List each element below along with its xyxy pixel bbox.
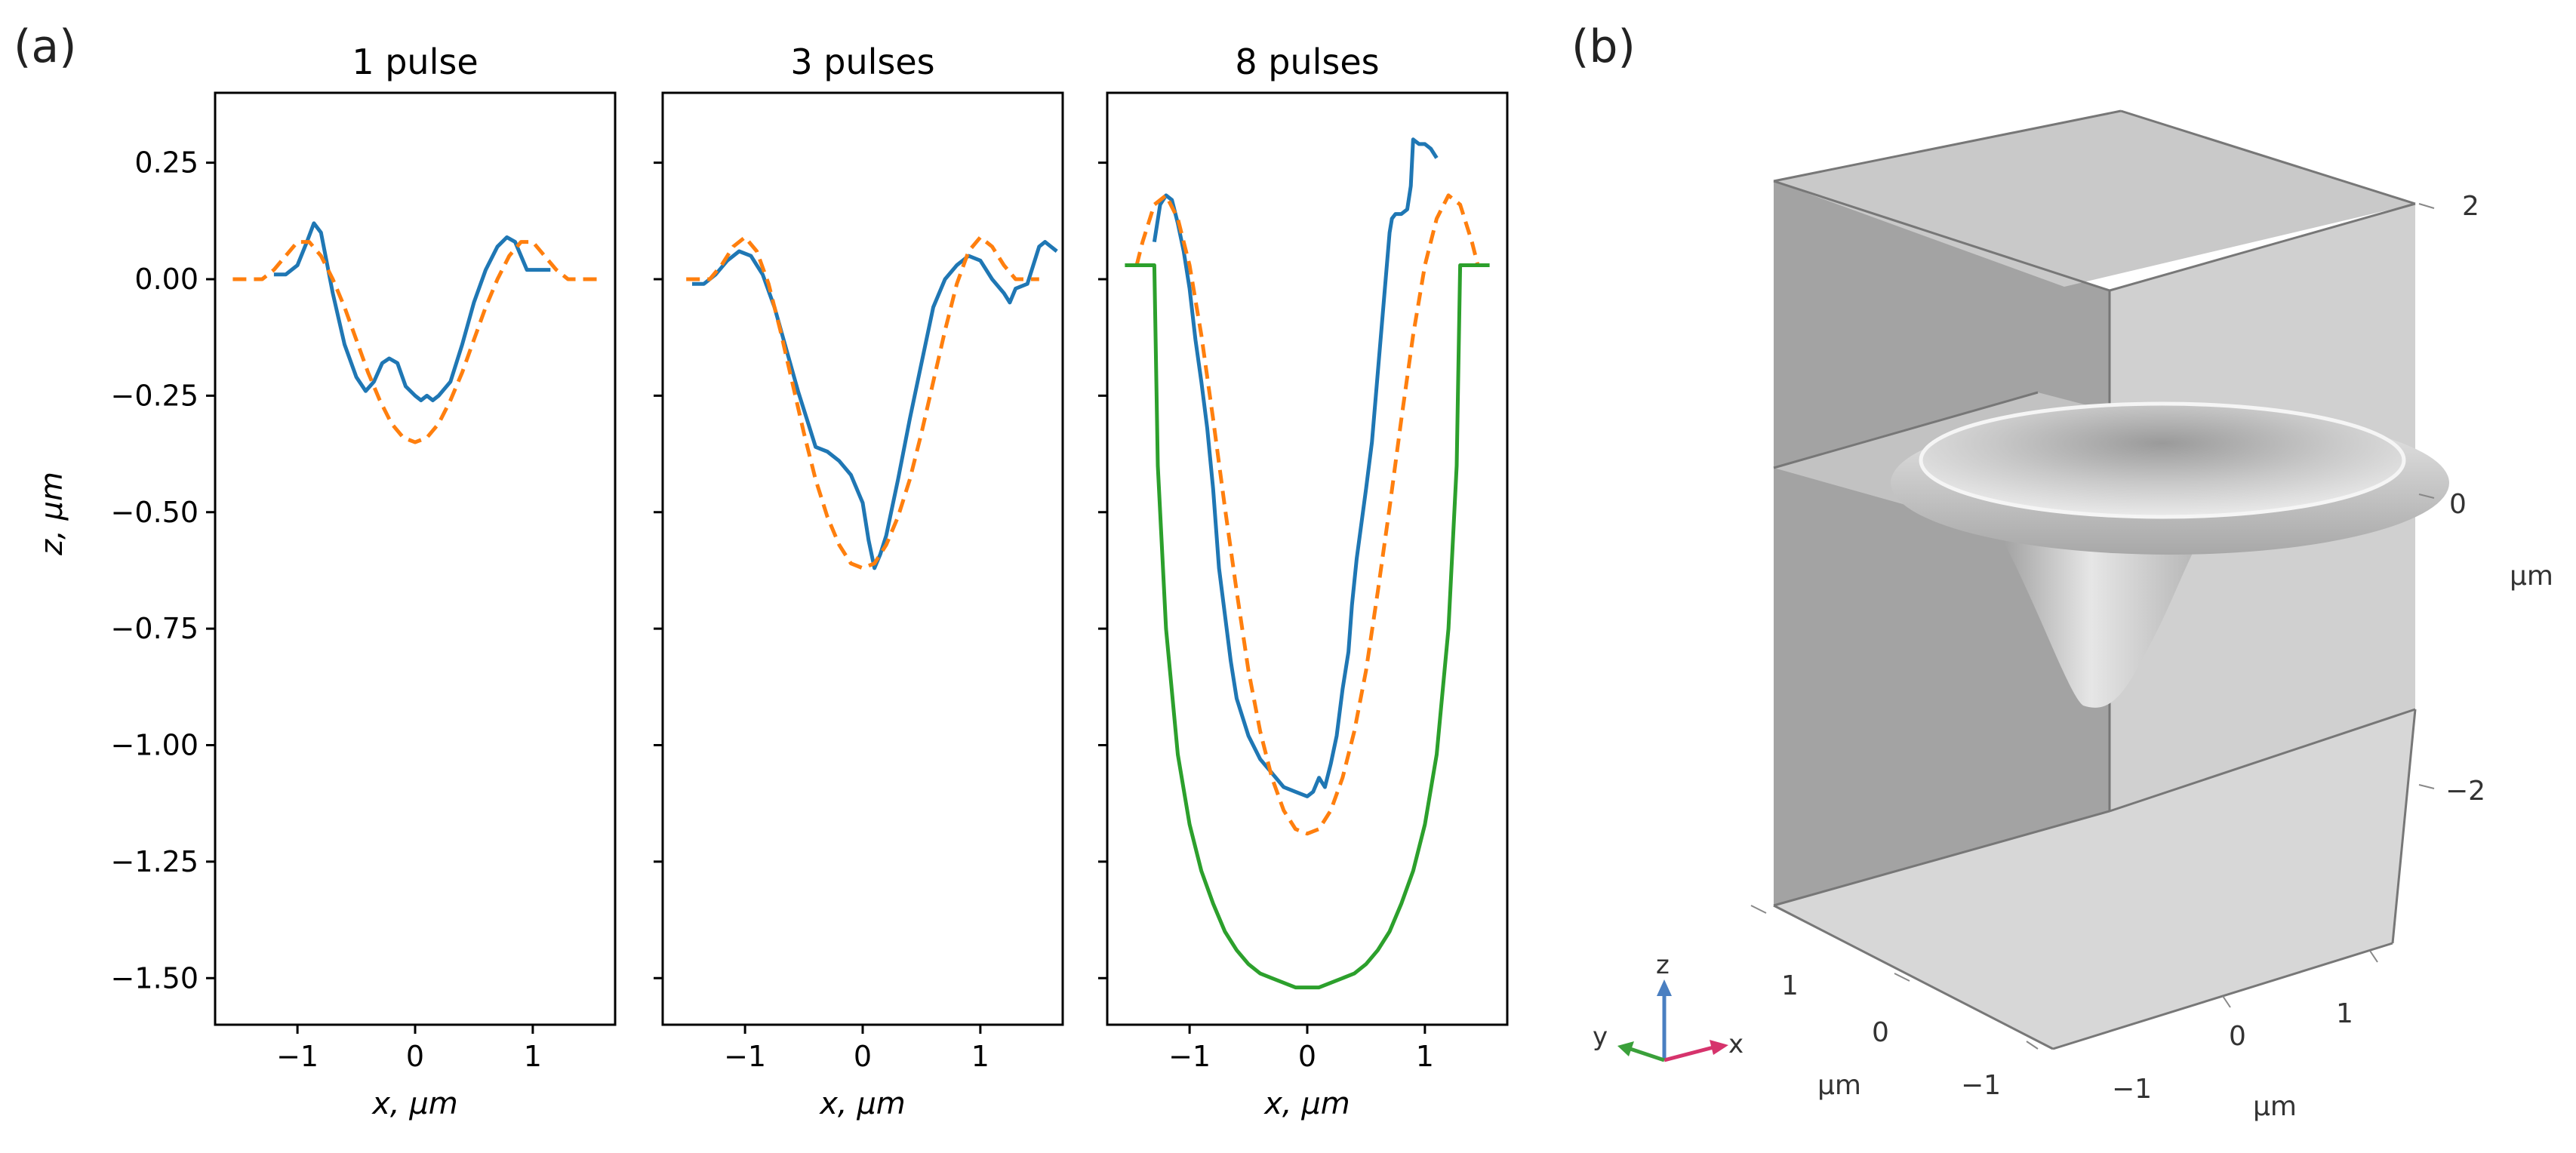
chart-title: 8 pulses — [1235, 42, 1379, 82]
z-unit-label: μm — [2510, 561, 2553, 592]
x-unit-label: μm — [2253, 1091, 2297, 1122]
x-tick-label: −1 — [276, 1040, 319, 1073]
series-measured — [692, 240, 1058, 570]
crater-bowl — [1921, 404, 2404, 517]
z-tick-label: 0 — [2449, 489, 2467, 520]
crater-cone — [1993, 521, 2211, 708]
box-edges — [1773, 109, 2417, 1050]
x-tick-label: 1 — [1416, 1040, 1434, 1073]
x-tick-label: −1 — [2112, 1074, 2152, 1105]
y-tick-label: 0.00 — [134, 263, 199, 296]
series-fit — [686, 235, 1039, 570]
chart-title: 3 pulses — [790, 42, 934, 82]
series-measured — [273, 221, 551, 402]
triad-z-label: z — [1656, 950, 1670, 980]
triad-y-arrow — [1630, 1047, 1665, 1062]
triad-y-label: y — [1593, 1022, 1608, 1052]
series-measured — [1152, 137, 1439, 798]
line-charts: −1 0 1 x, μm 1 pulse 0.25 0.00 −0.25 −0.50 −0.75 −… — [35, 42, 1509, 1121]
x-tick-label: 0 — [1298, 1040, 1316, 1073]
chart-2: −1 0 1 x, μm 3 pulses — [654, 42, 1064, 1121]
series-fit — [232, 240, 598, 444]
x-tick-label: 0 — [2229, 1021, 2246, 1052]
y-axis-label: z, μm — [35, 472, 69, 556]
axes-frame — [214, 91, 617, 1026]
axes-frame — [661, 91, 1064, 1026]
y-tick-label: −0.50 — [111, 496, 199, 529]
y-tick-label: −1.00 — [111, 729, 199, 762]
chart-1: −1 0 1 x, μm 1 pulse 0.25 0.00 −0.25 −0.50 −0.75 −… — [35, 42, 617, 1121]
crater-3d-view: 2 0 −2 μm 1 0 −1 μm 0 1 −1 μm — [1593, 109, 2553, 1122]
y-tick-label: 0 — [1872, 1017, 1889, 1048]
series-model — [1125, 263, 1490, 990]
chart-3: −1 0 1 x, μm 8 pulses — [1098, 42, 1509, 1121]
panel-label-a: (a) — [14, 20, 77, 73]
x-tick-label: 1 — [524, 1040, 542, 1073]
triad-x-label: x — [1728, 1029, 1743, 1059]
x-tick-label: 1 — [971, 1040, 989, 1073]
x-axis-label: x, μm — [1263, 1087, 1350, 1121]
z-tick-label: −2 — [2445, 776, 2485, 807]
y-tick-label: −0.75 — [111, 612, 199, 645]
chart-title: 1 pulse — [352, 42, 478, 82]
x-tick-label: 0 — [854, 1040, 872, 1073]
x-tick-label: 0 — [406, 1040, 424, 1073]
back-left-wall — [1774, 181, 2110, 905]
bowl-edge — [1919, 401, 2406, 519]
x-tick-label: −1 — [1168, 1040, 1211, 1073]
y-tick-label: −1.25 — [111, 845, 199, 878]
axis-triad: z x y — [1593, 950, 1743, 1062]
y-tick-label: 0.25 — [134, 146, 199, 180]
y-tick-label: −1.50 — [111, 961, 199, 995]
y-tick-label: −1 — [1961, 1070, 2001, 1101]
triad-x-arrow — [1663, 1045, 1714, 1062]
y-tick-label: −0.25 — [111, 379, 199, 412]
x-axis-label: x, μm — [818, 1087, 906, 1121]
series-fit — [1134, 193, 1480, 836]
z-tick-label: 2 — [2462, 191, 2479, 222]
y-tick-label: 1 — [1781, 970, 1799, 1001]
y-unit-label: μm — [1817, 1070, 1861, 1101]
x-tick-label: 1 — [2336, 998, 2353, 1029]
x-axis-label: x, μm — [371, 1087, 458, 1121]
axes-frame — [1106, 91, 1509, 1026]
top-plane — [1774, 111, 2415, 287]
x-tick-label: −1 — [724, 1040, 766, 1073]
panel-label-b: (b) — [1571, 20, 1636, 73]
floor — [1774, 709, 2415, 1049]
axis-tick-marks — [1750, 203, 2435, 1050]
